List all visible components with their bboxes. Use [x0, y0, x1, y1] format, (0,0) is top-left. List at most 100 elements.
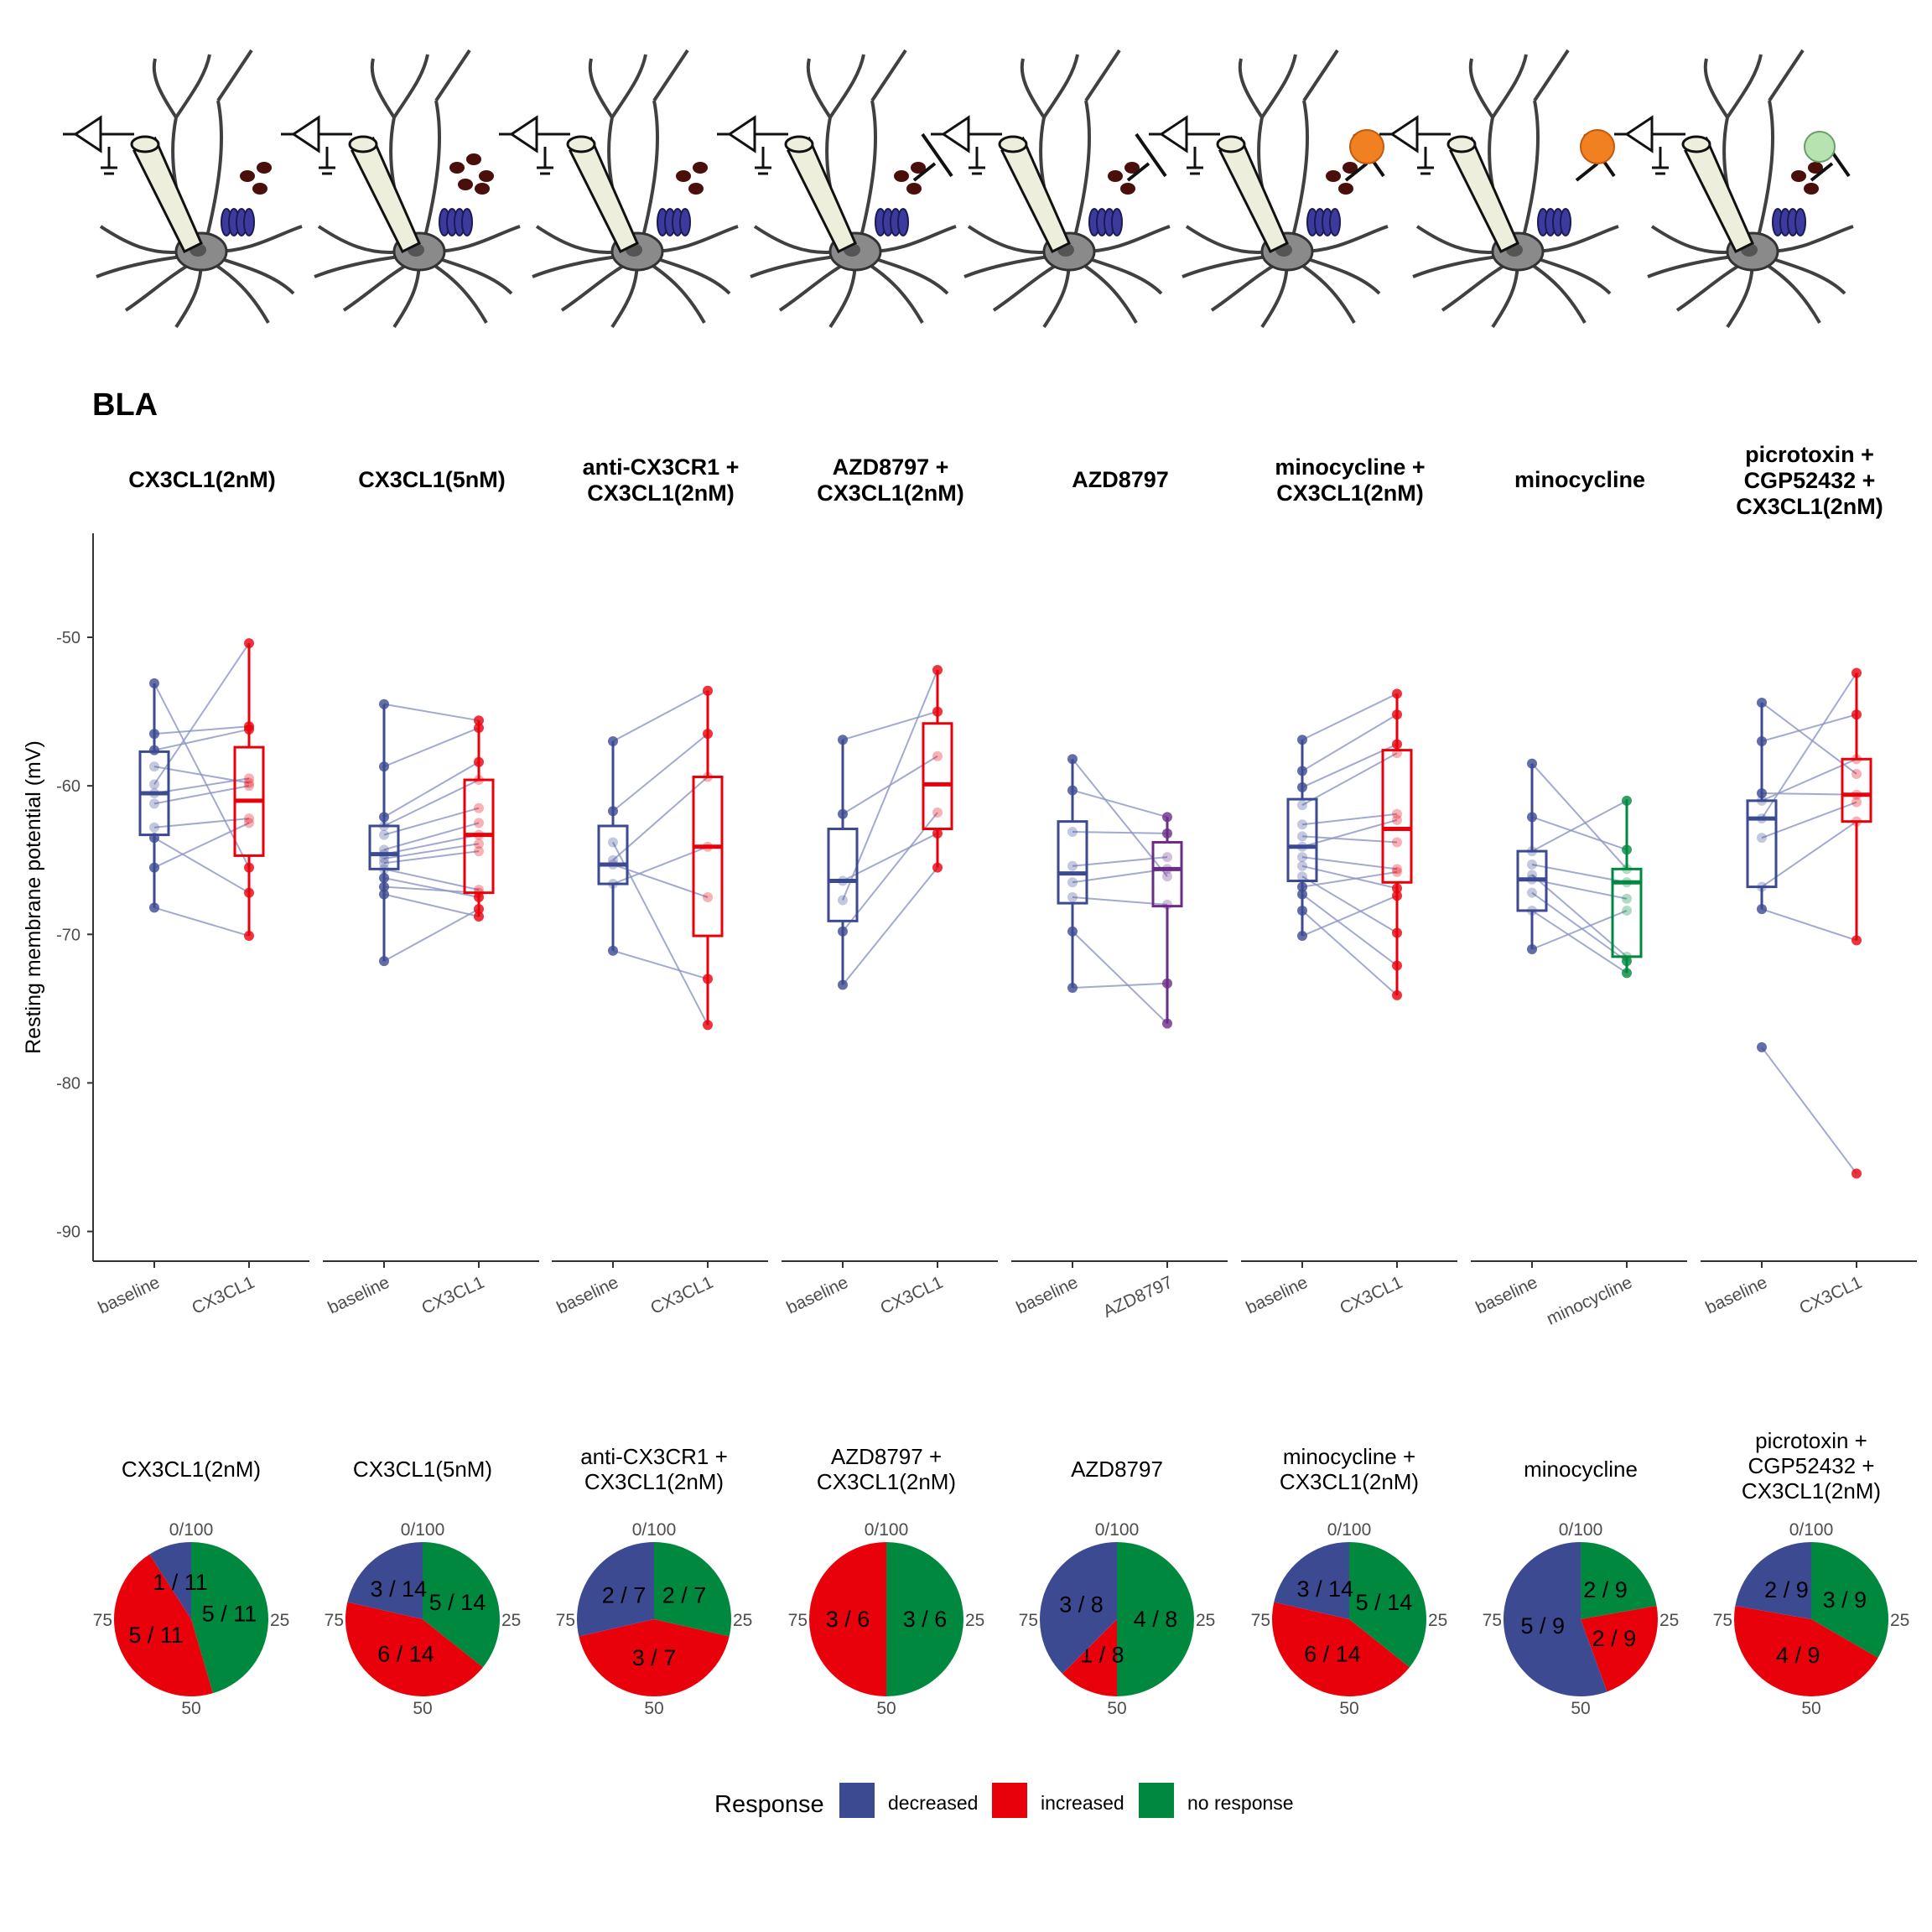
ground-icon	[755, 147, 771, 175]
panel-title: AZD8797 +	[833, 454, 949, 480]
panel-title: CGP52432 +	[1744, 468, 1876, 493]
pie-tick-top: 0/100	[401, 1520, 445, 1540]
ligand-icon	[475, 183, 490, 195]
data-point	[149, 833, 159, 844]
paired-line	[1761, 714, 1857, 742]
box-panel: minocycline +CX3CL1(2nM) baseline CX3CL1	[1241, 454, 1457, 1318]
pie-tick-left: 75	[1483, 1611, 1502, 1630]
dendrite	[317, 225, 403, 254]
pie-slice-label: 2 / 9	[1583, 1577, 1628, 1602]
ligand-icon	[906, 183, 922, 195]
data-point	[474, 715, 484, 726]
dendrite	[806, 58, 832, 119]
data-point	[1852, 789, 1862, 800]
data-point	[703, 771, 713, 782]
neuron-schematic	[1379, 49, 1619, 329]
box	[1151, 840, 1183, 908]
data-point	[1392, 739, 1402, 750]
pie-tick-right: 25	[270, 1611, 289, 1630]
data-point	[1852, 709, 1862, 720]
ground-icon	[1652, 147, 1669, 175]
data-point	[1162, 1018, 1172, 1029]
data-point	[703, 974, 713, 984]
data-point	[1527, 905, 1537, 916]
pie-tick-bottom: 50	[644, 1699, 663, 1718]
data-point	[932, 862, 943, 873]
paired-line	[1531, 816, 1628, 851]
paired-line	[1301, 895, 1398, 937]
pie-slice-label: 4 / 8	[1134, 1607, 1178, 1632]
pipette	[1000, 136, 1071, 254]
x-tick-label: baseline	[95, 1273, 163, 1318]
paired-line	[1072, 856, 1168, 867]
panel-title: minocycline +	[1275, 454, 1425, 480]
data-point	[1852, 797, 1862, 808]
data-point	[1297, 819, 1307, 830]
data-point	[244, 931, 254, 942]
pie-title: anti-CX3CR1 +	[580, 1444, 728, 1469]
pie-slice-i	[1272, 1602, 1410, 1696]
pie-slice-d	[1040, 1542, 1117, 1675]
paired-line	[153, 837, 250, 894]
data-point	[1757, 833, 1767, 844]
data-point	[244, 887, 254, 898]
pie-title: CX3CL1(2nM)	[584, 1469, 724, 1494]
pie-slice-label: 5 / 11	[128, 1623, 184, 1648]
paired-line	[153, 725, 250, 735]
pie-slice-i	[579, 1619, 730, 1696]
pie-tick-top: 0/100	[632, 1520, 677, 1540]
ligand-icon	[479, 170, 494, 182]
pie-tick-top: 0/100	[1095, 1520, 1140, 1540]
paired-line	[842, 669, 938, 901]
pie-slice-label: 4 / 9	[1776, 1643, 1820, 1668]
panel-title: CX3CL1(2nM)	[817, 480, 964, 506]
data-point	[1527, 874, 1537, 885]
dendrite	[1260, 54, 1297, 119]
data-point	[474, 885, 484, 896]
paired-line	[153, 777, 250, 794]
legend: Response decreased increased no response	[714, 1783, 1294, 1818]
data-point	[474, 829, 484, 840]
ligand-icon	[252, 183, 267, 195]
data-point	[1297, 931, 1307, 942]
data-point	[1757, 697, 1767, 708]
legend-title: Response	[714, 1791, 824, 1818]
receptor-icon	[243, 208, 255, 236]
panel-title: CX3CL1(2nM)	[128, 467, 276, 492]
dendrite	[1020, 58, 1046, 119]
dendrite	[652, 49, 689, 102]
amplifier-icon	[63, 115, 134, 153]
data-point	[1852, 1168, 1862, 1179]
pie-tick-left: 75	[1019, 1611, 1038, 1630]
ligand-icon	[1338, 183, 1353, 195]
neuron-schematic	[281, 49, 521, 329]
pie-title: AZD8797	[1071, 1457, 1163, 1482]
paired-line	[1072, 758, 1168, 877]
data-point	[1067, 860, 1078, 871]
data-point	[379, 844, 389, 855]
data-point	[1297, 852, 1307, 863]
pipette	[1684, 136, 1754, 254]
dendrite	[967, 225, 1053, 254]
paired-line	[383, 886, 480, 894]
pie-title: CX3CL1(2nM)	[122, 1457, 261, 1482]
data-point	[1392, 814, 1402, 825]
data-point	[1852, 816, 1862, 827]
data-point	[1297, 800, 1307, 811]
pipette-end	[998, 135, 1028, 153]
paired-line	[1531, 874, 1628, 958]
data-point	[1392, 688, 1402, 699]
legend-label: increased	[1041, 1792, 1124, 1814]
pie-slice-d	[1274, 1542, 1349, 1619]
pie-slice-n	[886, 1542, 963, 1696]
dendrite	[1292, 258, 1356, 324]
data-point	[149, 822, 159, 833]
data-point	[1162, 871, 1172, 882]
paired-line	[1301, 743, 1398, 788]
pie-slice-label: 3 / 8	[1059, 1592, 1104, 1617]
legend-swatch	[992, 1783, 1027, 1818]
paired-line	[383, 727, 480, 768]
pie-panel: minocycline +CX3CL1(2nM) 5 / 14 6 / 14 3 / …	[1251, 1444, 1448, 1718]
paired-line	[1761, 801, 1857, 839]
